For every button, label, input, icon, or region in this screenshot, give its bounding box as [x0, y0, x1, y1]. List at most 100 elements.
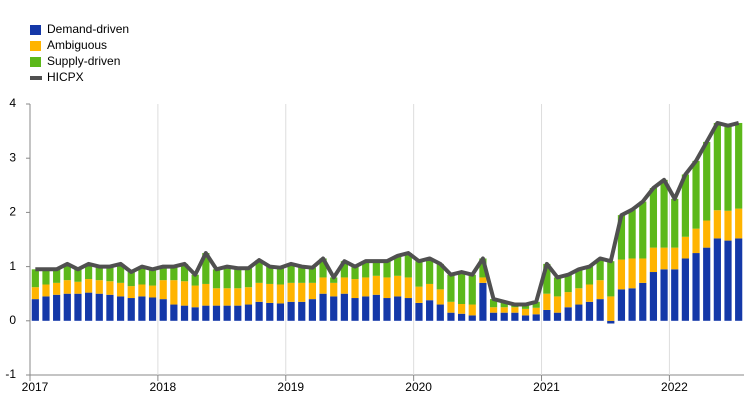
- bar-segment: [585, 301, 594, 321]
- bar-segment: [53, 282, 61, 295]
- bar-segment: [468, 274, 476, 305]
- bar-segment: [372, 261, 380, 276]
- bar-segment: [521, 304, 530, 309]
- bar-segment: [244, 304, 253, 321]
- bar-segment: [298, 266, 306, 283]
- bar-segment: [564, 274, 572, 293]
- bar-segment: [180, 305, 189, 321]
- bar-segment: [148, 285, 157, 298]
- line-series: [35, 120, 740, 307]
- bar-segment: [159, 266, 167, 281]
- bar-segment: [170, 266, 178, 281]
- bar-segment: [671, 269, 679, 321]
- bar-segment: [436, 304, 444, 321]
- bar-segment: [564, 292, 572, 308]
- bar-segment: [660, 247, 668, 270]
- bar-segment: [138, 266, 146, 285]
- bar-segment: [436, 263, 444, 290]
- bar-segment: [617, 289, 626, 321]
- bar-segment: [148, 269, 157, 286]
- bar-segment: [63, 280, 71, 294]
- bar-segment: [681, 258, 689, 321]
- bar-segment: [543, 309, 551, 321]
- x-tick-label: 2020: [405, 380, 432, 394]
- bar-segment: [703, 220, 711, 248]
- bar-segment: [266, 302, 274, 321]
- bar-segment: [479, 258, 487, 278]
- bar-segment: [532, 307, 540, 315]
- bar-segment: [74, 293, 82, 321]
- bar-segment: [127, 298, 135, 321]
- bar-segment: [415, 302, 423, 321]
- bar-segment: [426, 300, 434, 321]
- bar-segment: [553, 312, 562, 321]
- bar-segment: [479, 277, 487, 283]
- legend-label: Ambiguous: [47, 38, 107, 52]
- bar-segment: [457, 272, 466, 304]
- bar-segment: [63, 263, 71, 281]
- bar-segment: [191, 285, 199, 308]
- bar-segment: [319, 258, 327, 278]
- bar-segment: [127, 272, 135, 287]
- legend-label: Supply-driven: [47, 54, 120, 68]
- bar-segment: [500, 301, 508, 308]
- bar-segment: [564, 307, 572, 321]
- bar-segment: [106, 281, 114, 295]
- bar-segment: [42, 296, 50, 321]
- bar-segment: [95, 293, 103, 321]
- bar-segment: [681, 236, 689, 259]
- bar-segment: [585, 266, 594, 285]
- bar-segment: [276, 284, 285, 304]
- y-tick-label: 4: [9, 96, 16, 110]
- bar-segment: [639, 282, 647, 321]
- bar-segment: [116, 296, 125, 321]
- bar-segment: [362, 261, 370, 278]
- bar-segment: [724, 125, 732, 211]
- bar-segment: [212, 269, 221, 289]
- bar-segment: [703, 141, 711, 221]
- bar-segment: [489, 299, 498, 308]
- bar-segment: [500, 312, 508, 321]
- bar-segment: [159, 299, 167, 321]
- x-tick-label: 2022: [661, 380, 688, 394]
- bar-segment: [74, 281, 82, 294]
- bar-segment: [639, 258, 647, 283]
- bar-segment: [532, 301, 540, 308]
- bar-segment: [489, 312, 498, 321]
- bar-segment: [394, 296, 402, 321]
- bar-segment: [585, 284, 594, 302]
- bar-segment: [202, 305, 210, 321]
- bar-segment: [276, 267, 285, 285]
- bar-segment: [607, 296, 615, 321]
- bar-segment: [191, 307, 199, 321]
- y-tick-label: 1: [9, 259, 16, 273]
- bar-segment: [319, 293, 327, 321]
- bar-segment: [330, 282, 338, 297]
- bar-segment: [106, 266, 114, 282]
- bar-segment: [330, 296, 338, 321]
- legend-swatch: [30, 41, 41, 51]
- bar-segment: [671, 247, 679, 270]
- y-tick-label: 0: [9, 313, 16, 327]
- legend-swatch: [30, 57, 41, 67]
- bar-segment: [372, 275, 380, 295]
- bar-segment: [31, 299, 39, 321]
- bar-segment: [287, 263, 295, 283]
- bar-segment: [351, 279, 359, 299]
- bar-segment: [308, 267, 317, 283]
- bar-segment: [724, 210, 732, 241]
- bar-segment: [628, 209, 636, 259]
- bar-segment: [394, 275, 402, 297]
- bar-segment: [298, 301, 306, 321]
- bar-segment: [223, 305, 231, 321]
- bar-segment: [457, 303, 466, 314]
- bar-segment: [255, 260, 263, 283]
- bar-segment: [85, 279, 93, 293]
- x-tick-label: 2017: [22, 380, 49, 394]
- bar-segment: [351, 266, 359, 280]
- bar-segment: [234, 288, 242, 306]
- bar-segment: [713, 210, 721, 239]
- bar-segment: [276, 303, 285, 321]
- bar-segment: [31, 287, 39, 300]
